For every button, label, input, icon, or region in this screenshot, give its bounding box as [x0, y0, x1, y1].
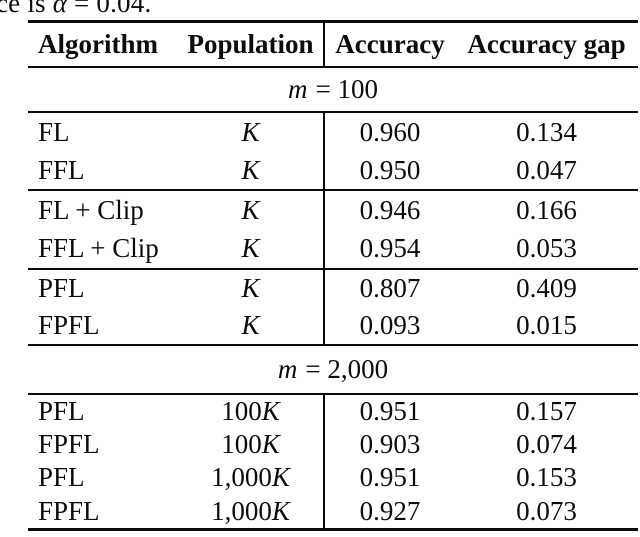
group-m-value: = 2,000: [305, 354, 389, 384]
cell-accuracy: 0.903: [323, 428, 455, 461]
cell-accuracy-gap: 0.166: [516, 194, 577, 225]
cell-algorithm: PFL: [38, 273, 85, 303]
population-var: K: [241, 116, 260, 147]
cell-accuracy-gap: 0.134: [516, 116, 577, 147]
population-var: K: [241, 194, 260, 225]
cell-population: 100K: [178, 396, 323, 427]
caption-alpha-var: α: [52, 0, 68, 18]
cell-accuracy: 0.950: [323, 151, 455, 189]
cell-algorithm: FPFL: [38, 429, 100, 459]
cell-population: 1,000K: [178, 462, 323, 493]
table-bottom-rule: [28, 528, 638, 531]
group-m-value: = 100: [315, 74, 378, 104]
population-number: 1,000: [211, 495, 272, 526]
cell-population: K: [178, 155, 323, 186]
table-row: FFL + Clip K 0.954 0.053: [28, 229, 638, 268]
cell-accuracy: 0.946: [323, 191, 455, 229]
table-row: FFL K 0.950 0.047: [28, 151, 638, 189]
population-var: K: [241, 273, 260, 303]
cell-accuracy: 0.951: [323, 461, 455, 494]
population-number: 100: [221, 396, 262, 426]
table-section-pfl: PFL K 0.807 0.409 FPFL K 0.093 0.015: [28, 270, 638, 344]
group-header-m2000: m = 2,000: [28, 346, 638, 393]
table-row: FL + Clip K 0.946 0.166: [28, 191, 638, 229]
population-number: 1,000: [211, 462, 272, 492]
table-row: PFL 1,000K 0.951 0.153: [28, 461, 638, 494]
population-var: K: [241, 154, 260, 185]
table-row: FPFL K 0.093 0.015: [28, 307, 638, 344]
cell-accuracy: 0.951: [323, 395, 455, 428]
cell-algorithm: FPFL: [38, 495, 100, 526]
cell-algorithm: PFL: [38, 396, 85, 426]
cell-accuracy: 0.954: [323, 229, 455, 268]
column-header-accuracy: Accuracy: [323, 23, 455, 66]
group-m-var: m: [288, 74, 308, 104]
cell-population: K: [178, 195, 323, 226]
cell-accuracy: 0.807: [323, 270, 455, 307]
cell-accuracy: 0.093: [323, 307, 455, 344]
cell-population: K: [178, 233, 323, 264]
cell-algorithm: FPFL: [38, 310, 100, 340]
table-row: PFL 100K 0.951 0.157: [28, 395, 638, 428]
population-var: K: [261, 429, 280, 459]
cell-accuracy-gap: 0.153: [516, 462, 577, 492]
cell-algorithm: FL + Clip: [38, 194, 144, 225]
table-row: FPFL 100K 0.903 0.074: [28, 428, 638, 461]
cell-accuracy-gap: 0.074: [516, 429, 577, 459]
cell-accuracy-gap: 0.047: [516, 154, 577, 185]
population-var: K: [261, 396, 280, 426]
table-rule: [28, 66, 638, 68]
cell-population: K: [178, 117, 323, 148]
cell-population: K: [178, 273, 323, 304]
cell-accuracy-gap: 0.409: [516, 273, 577, 303]
table-rule: [28, 189, 638, 191]
table-rule: [28, 111, 638, 113]
group-header-m100: m = 100: [28, 68, 638, 111]
population-var: K: [241, 233, 260, 263]
table-section-m2000: PFL 100K 0.951 0.157 FPFL 100K 0.903 0.0…: [28, 395, 638, 528]
cell-algorithm: PFL: [38, 462, 85, 492]
cell-algorithm: FFL: [38, 154, 85, 185]
population-var: K: [271, 462, 290, 492]
caption-value: = 0.04.: [74, 0, 152, 18]
cell-algorithm: FFL + Clip: [38, 233, 159, 263]
column-header-algorithm: Algorithm: [38, 29, 158, 59]
cell-population: K: [178, 310, 323, 341]
table-row: FL K 0.960 0.134: [28, 113, 638, 151]
population-var: K: [271, 495, 290, 526]
column-header-population: Population: [187, 29, 314, 59]
caption-fragment: ce is α = 0.04.: [0, 0, 151, 19]
cell-accuracy-gap: 0.053: [516, 233, 577, 263]
cell-algorithm: FL: [38, 116, 70, 147]
table-row: PFL K 0.807 0.409: [28, 270, 638, 307]
table-header-row: Algorithm Population Accuracy Accuracy g…: [28, 23, 638, 66]
group-m-var: m: [277, 354, 298, 384]
results-table: Algorithm Population Accuracy Accuracy g…: [28, 20, 638, 531]
table-rule: [28, 393, 638, 395]
population-number: 100: [221, 429, 262, 459]
cell-population: 1,000K: [178, 496, 323, 527]
cell-accuracy-gap: 0.015: [516, 310, 577, 340]
table-row: FPFL 1,000K 0.927 0.073: [28, 494, 638, 528]
cell-accuracy: 0.960: [323, 113, 455, 151]
table-rule: [28, 268, 638, 270]
cell-accuracy: 0.927: [323, 494, 455, 528]
cell-accuracy-gap: 0.073: [516, 495, 577, 526]
table-top-rule: [28, 20, 638, 23]
table-section-fl: FL K 0.960 0.134 FFL K 0.950 0.047: [28, 113, 638, 189]
population-var: K: [241, 310, 260, 340]
cell-population: 100K: [178, 429, 323, 460]
table-rule: [28, 344, 638, 346]
table-section-clip: FL + Clip K 0.946 0.166 FFL + Clip K 0.9…: [28, 191, 638, 268]
cell-accuracy-gap: 0.157: [516, 396, 577, 426]
column-header-accuracy-gap: Accuracy gap: [467, 29, 626, 59]
caption-text: ce is: [0, 0, 46, 18]
